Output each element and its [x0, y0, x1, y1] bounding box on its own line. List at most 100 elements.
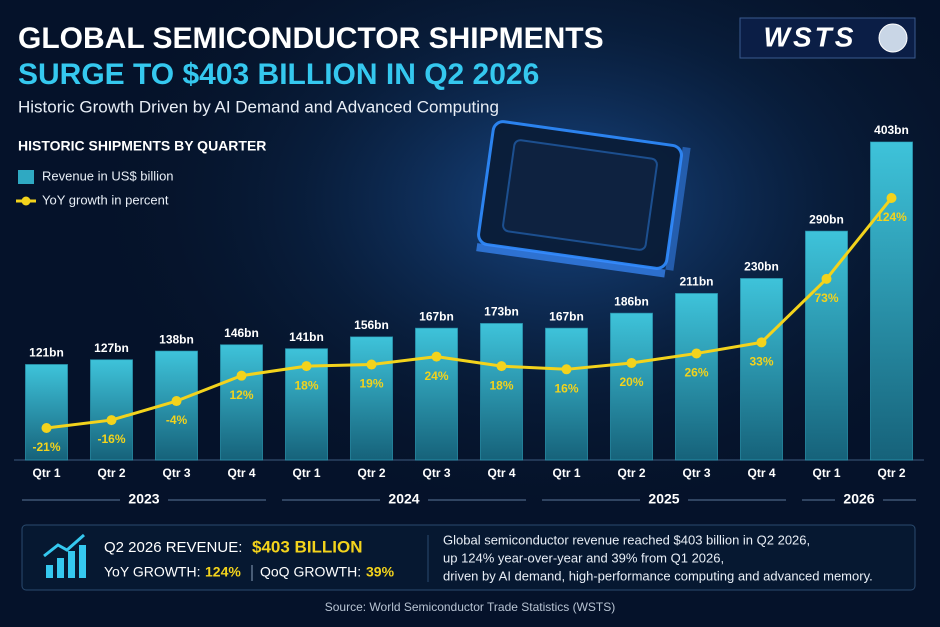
- bar-value-label: 290bn: [809, 212, 844, 226]
- x-tick-label: Qtr 1: [292, 466, 320, 480]
- line-point: [626, 357, 637, 368]
- line-point: [756, 337, 767, 348]
- summary-text: driven by AI demand, high-performance co…: [443, 568, 873, 583]
- x-tick-label: Qtr 2: [877, 466, 905, 480]
- line-point: [561, 364, 572, 375]
- line-point: [106, 415, 117, 426]
- line-point: [366, 359, 377, 370]
- group-label: 2026: [843, 491, 874, 507]
- line-value-label: 18%: [294, 378, 318, 392]
- line-value-label: 124%: [876, 210, 907, 224]
- line-value-label: 16%: [554, 381, 578, 395]
- summary-value: 39%: [366, 564, 395, 580]
- source: Source: World Semiconductor Trade Statis…: [325, 600, 616, 614]
- bar-value-label: 173bn: [484, 305, 519, 319]
- summary-label: YoY GROWTH:: [104, 564, 200, 580]
- legend-label: Revenue in US$ billion: [42, 168, 174, 183]
- line-value-label: 73%: [814, 291, 838, 305]
- chart-title: HISTORIC SHIPMENTS BY QUARTER: [18, 138, 266, 154]
- line-value-label: 20%: [619, 375, 643, 389]
- logo-globe: [878, 23, 908, 53]
- x-tick-label: Qtr 1: [552, 466, 580, 480]
- bar: [740, 278, 783, 461]
- summary-label: QoQ GROWTH:: [260, 564, 361, 580]
- x-tick-label: Qtr 4: [487, 466, 515, 480]
- summary-label: Q2 2026 REVENUE:: [104, 539, 242, 556]
- summary-text: up 124% year-over-year and 39% from Q1 2…: [443, 550, 724, 565]
- line-point: [431, 351, 442, 362]
- bar-value-label: 121bn: [29, 346, 64, 360]
- line-point: [41, 423, 52, 433]
- line-point: [496, 361, 507, 372]
- summary-text: Global semiconductor revenue reached $40…: [443, 532, 810, 547]
- bar: [610, 312, 653, 461]
- x-tick-label: Qtr 4: [227, 466, 255, 480]
- line-point: [821, 273, 832, 284]
- group-label: 2025: [648, 491, 679, 507]
- title: SURGE TO $403 BILLION IN Q2 2026: [18, 58, 539, 91]
- x-tick-label: Qtr 3: [682, 466, 710, 480]
- line-value-label: 26%: [684, 366, 708, 380]
- x-tick-label: Qtr 4: [747, 466, 775, 480]
- x-tick-label: Qtr 2: [357, 466, 385, 480]
- bar-value-label: 230bn: [744, 260, 779, 274]
- x-tick-label: Qtr 2: [617, 466, 645, 480]
- bar-value-label: 167bn: [419, 309, 454, 323]
- bar-value-label: 127bn: [94, 341, 129, 355]
- line-point: [171, 396, 182, 407]
- x-tick-label: Qtr 3: [422, 466, 450, 480]
- bar-value-label: 141bn: [289, 330, 324, 344]
- line-value-label: 33%: [749, 355, 773, 369]
- line-point: [301, 361, 312, 372]
- line-point: [236, 370, 247, 381]
- bar-value-label: 146bn: [224, 326, 259, 340]
- bar: [675, 293, 718, 461]
- line-value-label: 24%: [424, 369, 448, 383]
- legend-swatch: [21, 196, 31, 206]
- bar: [220, 344, 263, 461]
- bar-value-label: 167bn: [549, 309, 584, 323]
- bar: [870, 141, 913, 461]
- subtitle: Historic Growth Driven by AI Demand and …: [18, 97, 499, 116]
- line-value-label: -16%: [97, 432, 125, 446]
- chip-illustration: [476, 120, 691, 278]
- title: GLOBAL SEMICONDUCTOR SHIPMENTS: [18, 22, 604, 55]
- bar: [545, 327, 588, 461]
- summary-icon: [43, 533, 86, 578]
- bar-value-label: 138bn: [159, 332, 194, 346]
- plot: Revenue in US$ billion YoY growth in perc…: [14, 123, 924, 507]
- bar: [350, 336, 393, 461]
- bar-value-label: 156bn: [354, 318, 389, 332]
- group-label: 2024: [388, 491, 419, 507]
- line-value-label: 19%: [359, 377, 383, 391]
- legend-label: YoY growth in percent: [42, 192, 169, 207]
- bar-value-label: 403bn: [874, 123, 909, 137]
- bar: [25, 364, 68, 461]
- line-value-label: 12%: [229, 388, 253, 402]
- x-tick-label: Qtr 1: [812, 466, 840, 480]
- x-tick-label: Qtr 1: [32, 466, 60, 480]
- line-point: [886, 193, 897, 203]
- line: [46, 197, 893, 430]
- line-point: [691, 348, 702, 359]
- bar-value-label: 186bn: [614, 294, 649, 308]
- summary-value: $403 BILLION: [252, 537, 363, 556]
- logo-text: WSTS: [764, 21, 857, 52]
- bar: [480, 322, 523, 461]
- line-value-label: -21%: [32, 440, 60, 454]
- bar-value-label: 211bn: [679, 275, 713, 289]
- x-tick-label: Qtr 2: [97, 466, 125, 480]
- line-value-label: 18%: [489, 378, 513, 392]
- bar: [805, 230, 848, 461]
- line-value-label: -4%: [166, 413, 188, 427]
- legend-swatch: [18, 170, 34, 184]
- summary-value: 124%: [205, 564, 241, 580]
- group-label: 2023: [128, 491, 159, 507]
- summary-box: [21, 524, 916, 591]
- bar: [415, 327, 458, 461]
- bar: [90, 359, 133, 461]
- x-tick-label: Qtr 3: [162, 466, 190, 480]
